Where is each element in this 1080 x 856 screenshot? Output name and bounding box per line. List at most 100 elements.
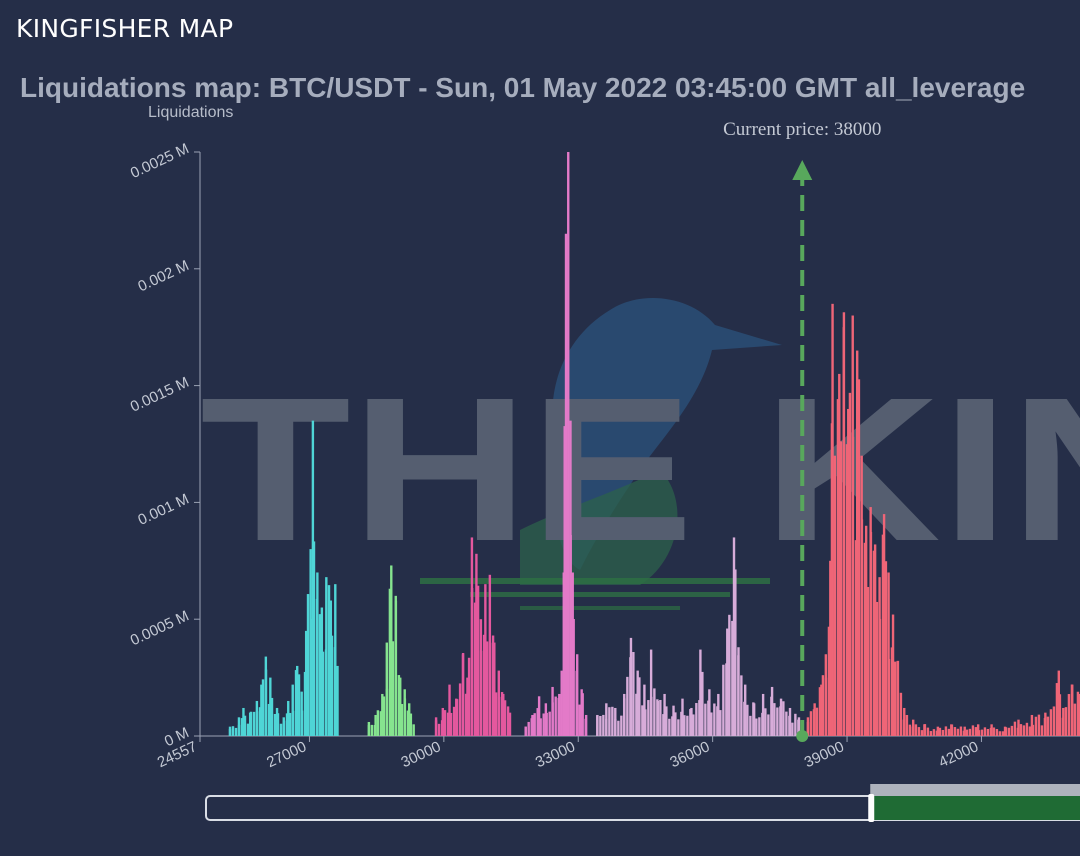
liquidation-bar [255, 700, 259, 736]
liquidation-bar [856, 350, 859, 736]
x-tick-label: 39000 [802, 738, 847, 771]
chart-title: Liquidations map: BTC/USDT - Sun, 01 May… [20, 72, 1026, 103]
liquidation-bar [815, 707, 819, 736]
liquidation-bar [713, 703, 716, 736]
liquidation-bar [287, 700, 290, 736]
liquidation-bar [665, 706, 668, 736]
liquidation-bar [854, 540, 858, 736]
liquidation-bar [269, 677, 272, 736]
liquidation-bar [845, 444, 849, 736]
liquidation-bar [875, 601, 879, 736]
liquidation-bar [488, 574, 492, 736]
zoom-track[interactable] [205, 795, 1080, 821]
liquidation-bar [824, 654, 828, 736]
liquidation-bar [701, 671, 704, 736]
liquidation-bar [983, 727, 987, 736]
liquidation-bar [1037, 714, 1041, 736]
liquidation-bar [866, 586, 870, 736]
liquidation-bar [270, 697, 274, 736]
liquidation-bar [605, 703, 608, 736]
liquidation-bar [699, 649, 702, 736]
liquidation-bar [794, 713, 797, 736]
liquidation-bar [1073, 703, 1077, 736]
bars [228, 152, 1080, 736]
liquidation-bar [584, 714, 588, 736]
zoom-handle-left[interactable] [868, 794, 875, 822]
liquidation-bar [912, 719, 915, 736]
liquidation-bar [580, 689, 583, 736]
liquidation-bar [228, 726, 232, 736]
liquidation-bar [412, 724, 415, 736]
liquidation-bar [285, 713, 289, 736]
series-magenta [434, 537, 512, 736]
liquidation-bar [493, 642, 496, 736]
liquidation-bar [291, 684, 294, 736]
liquidation-bar [1013, 721, 1017, 736]
liquidation-bar [914, 724, 918, 736]
zoom-selection[interactable] [870, 796, 1080, 820]
liquidation-bar [397, 675, 401, 736]
liquidation-bar [571, 572, 574, 736]
liquidation-bar [551, 686, 554, 736]
liquidation-bar [1046, 716, 1050, 736]
liquidation-bar [503, 700, 507, 736]
zoom-slider[interactable] [205, 784, 1080, 822]
zoom-selection-top[interactable] [870, 784, 1080, 796]
liquidation-bar [1019, 724, 1023, 736]
liquidation-bar [974, 727, 978, 736]
liquidation-bar [820, 684, 823, 736]
liquidation-bar [491, 635, 495, 736]
liquidation-bar [482, 634, 486, 736]
liquidation-bar [692, 714, 695, 736]
liquidation-bar [394, 595, 397, 736]
liquidation-bar [446, 712, 450, 736]
liquidation-bar [408, 703, 411, 736]
liquidation-bar [399, 677, 402, 736]
watermark-text: THE KING [200, 355, 1080, 584]
liquidation-bar [638, 677, 641, 736]
liquidation-bar [1017, 719, 1020, 736]
liquidation-bar [473, 602, 477, 736]
liquidation-bar [891, 614, 895, 736]
liquidation-bar [325, 577, 328, 736]
liquidation-bar [833, 455, 837, 736]
liquidation-bar [672, 705, 675, 736]
liquidation-bar [659, 699, 662, 736]
current-price-label: Current price: 38000 [723, 119, 881, 140]
liquidation-bar [878, 577, 881, 736]
liquidation-bar [869, 507, 872, 736]
liquidation-bar [947, 728, 951, 736]
liquidation-bar [273, 713, 277, 736]
liquidation-bar [536, 708, 539, 736]
liquidation-bar [1028, 726, 1032, 736]
liquidation-bar [788, 707, 792, 736]
liquidation-bar [288, 712, 292, 736]
liquidation-bar [1052, 706, 1056, 736]
liquidation-bar [374, 714, 377, 736]
liquidation-bar [316, 572, 319, 736]
liquidation-bar [773, 703, 776, 736]
liquidation-bar [267, 703, 271, 736]
liquidation-bar [261, 679, 265, 736]
liquidation-bar [260, 684, 263, 736]
liquidation-bar [246, 723, 250, 736]
liquidation-bar [508, 712, 512, 736]
liquidation-bar [400, 703, 404, 736]
liquidation-bar [656, 700, 660, 736]
liquidation-bar [776, 707, 779, 736]
liquidation-bar [626, 676, 629, 736]
liquidation-bar [917, 727, 921, 736]
liquidation-bar [683, 715, 686, 736]
liquidation-bar [959, 726, 963, 736]
liquidation-bar [282, 717, 285, 736]
liquidation-bar [452, 706, 456, 736]
liquidation-bar [279, 723, 283, 736]
liquidation-bar [873, 544, 877, 736]
liquidation-bar [926, 727, 930, 736]
liquidation-bar [242, 707, 245, 736]
liquidation-bar [668, 718, 671, 736]
liquidation-bar [785, 711, 788, 736]
liquidation-bar [275, 707, 279, 736]
liquidation-bar [564, 233, 568, 736]
liquidation-bar [544, 703, 548, 736]
